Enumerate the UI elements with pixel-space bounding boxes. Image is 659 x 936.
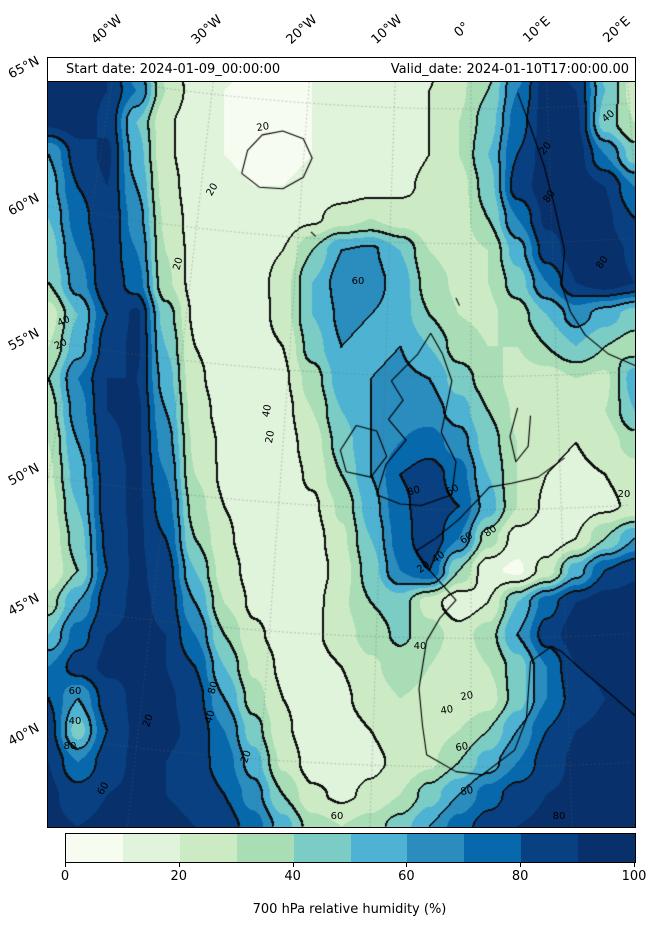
colorbar-tick-mark [292,863,294,867]
start-date-label: Start date: 2024-01-09_00:00:00 [66,62,281,77]
lon-tick-label: 40°W [88,12,126,48]
map-title-bar: Start date: 2024-01-09_00:00:00 Valid_da… [48,58,635,82]
valid-date-label: Valid_date: 2024-01-10T17:00:00.00 [390,62,629,77]
lon-tick-label: 20°W [283,12,321,48]
colorbar-segment [66,834,123,862]
colorbar-tick-label: 100 [621,869,647,884]
colorbar-segment [122,834,180,862]
colorbar-segment [464,834,522,862]
colorbar-tick-mark [406,863,408,867]
colorbar-segment [179,834,237,862]
colorbar-tick-mark [520,863,522,867]
lon-tick-label: 30°W [188,12,226,48]
colorbar-tick-mark [65,863,66,867]
colorbar-segment [521,834,579,862]
lon-tick-label: 10°E [520,13,554,47]
map-plot-area: Start date: 2024-01-09_00:00:00 Valid_da… [47,57,636,828]
colorbar-tick-mark [634,863,635,867]
lon-tick-label: 0° [451,19,473,41]
colorbar-tick-label: 80 [511,869,529,884]
lat-tick-label: 45°N [6,590,42,620]
lat-tick-label: 65°N [6,53,42,83]
colorbar-segment [293,834,351,862]
colorbar [65,833,636,863]
colorbar-segment [578,834,636,862]
lat-tick-label: 55°N [6,325,42,355]
lat-tick-label: 40°N [6,720,42,750]
colorbar-tick-label: 0 [60,869,70,884]
colorbar-tick-label: 20 [170,869,188,884]
lon-tick-label: 10°W [368,12,406,48]
humidity-contour-canvas [48,58,635,827]
colorbar-segment [236,834,294,862]
lat-tick-label: 50°N [6,460,42,490]
colorbar-segment [350,834,408,862]
lat-tick-label: 60°N [6,190,42,220]
colorbar-tick-label: 40 [284,869,301,884]
colorbar-segment [407,834,465,862]
lon-tick-label: 20°E [600,13,634,47]
colorbar-axis-label: 700 hPa relative humidity (%) [252,902,447,917]
colorbar-tick-label: 60 [398,869,415,884]
colorbar-tick-mark [178,863,180,867]
